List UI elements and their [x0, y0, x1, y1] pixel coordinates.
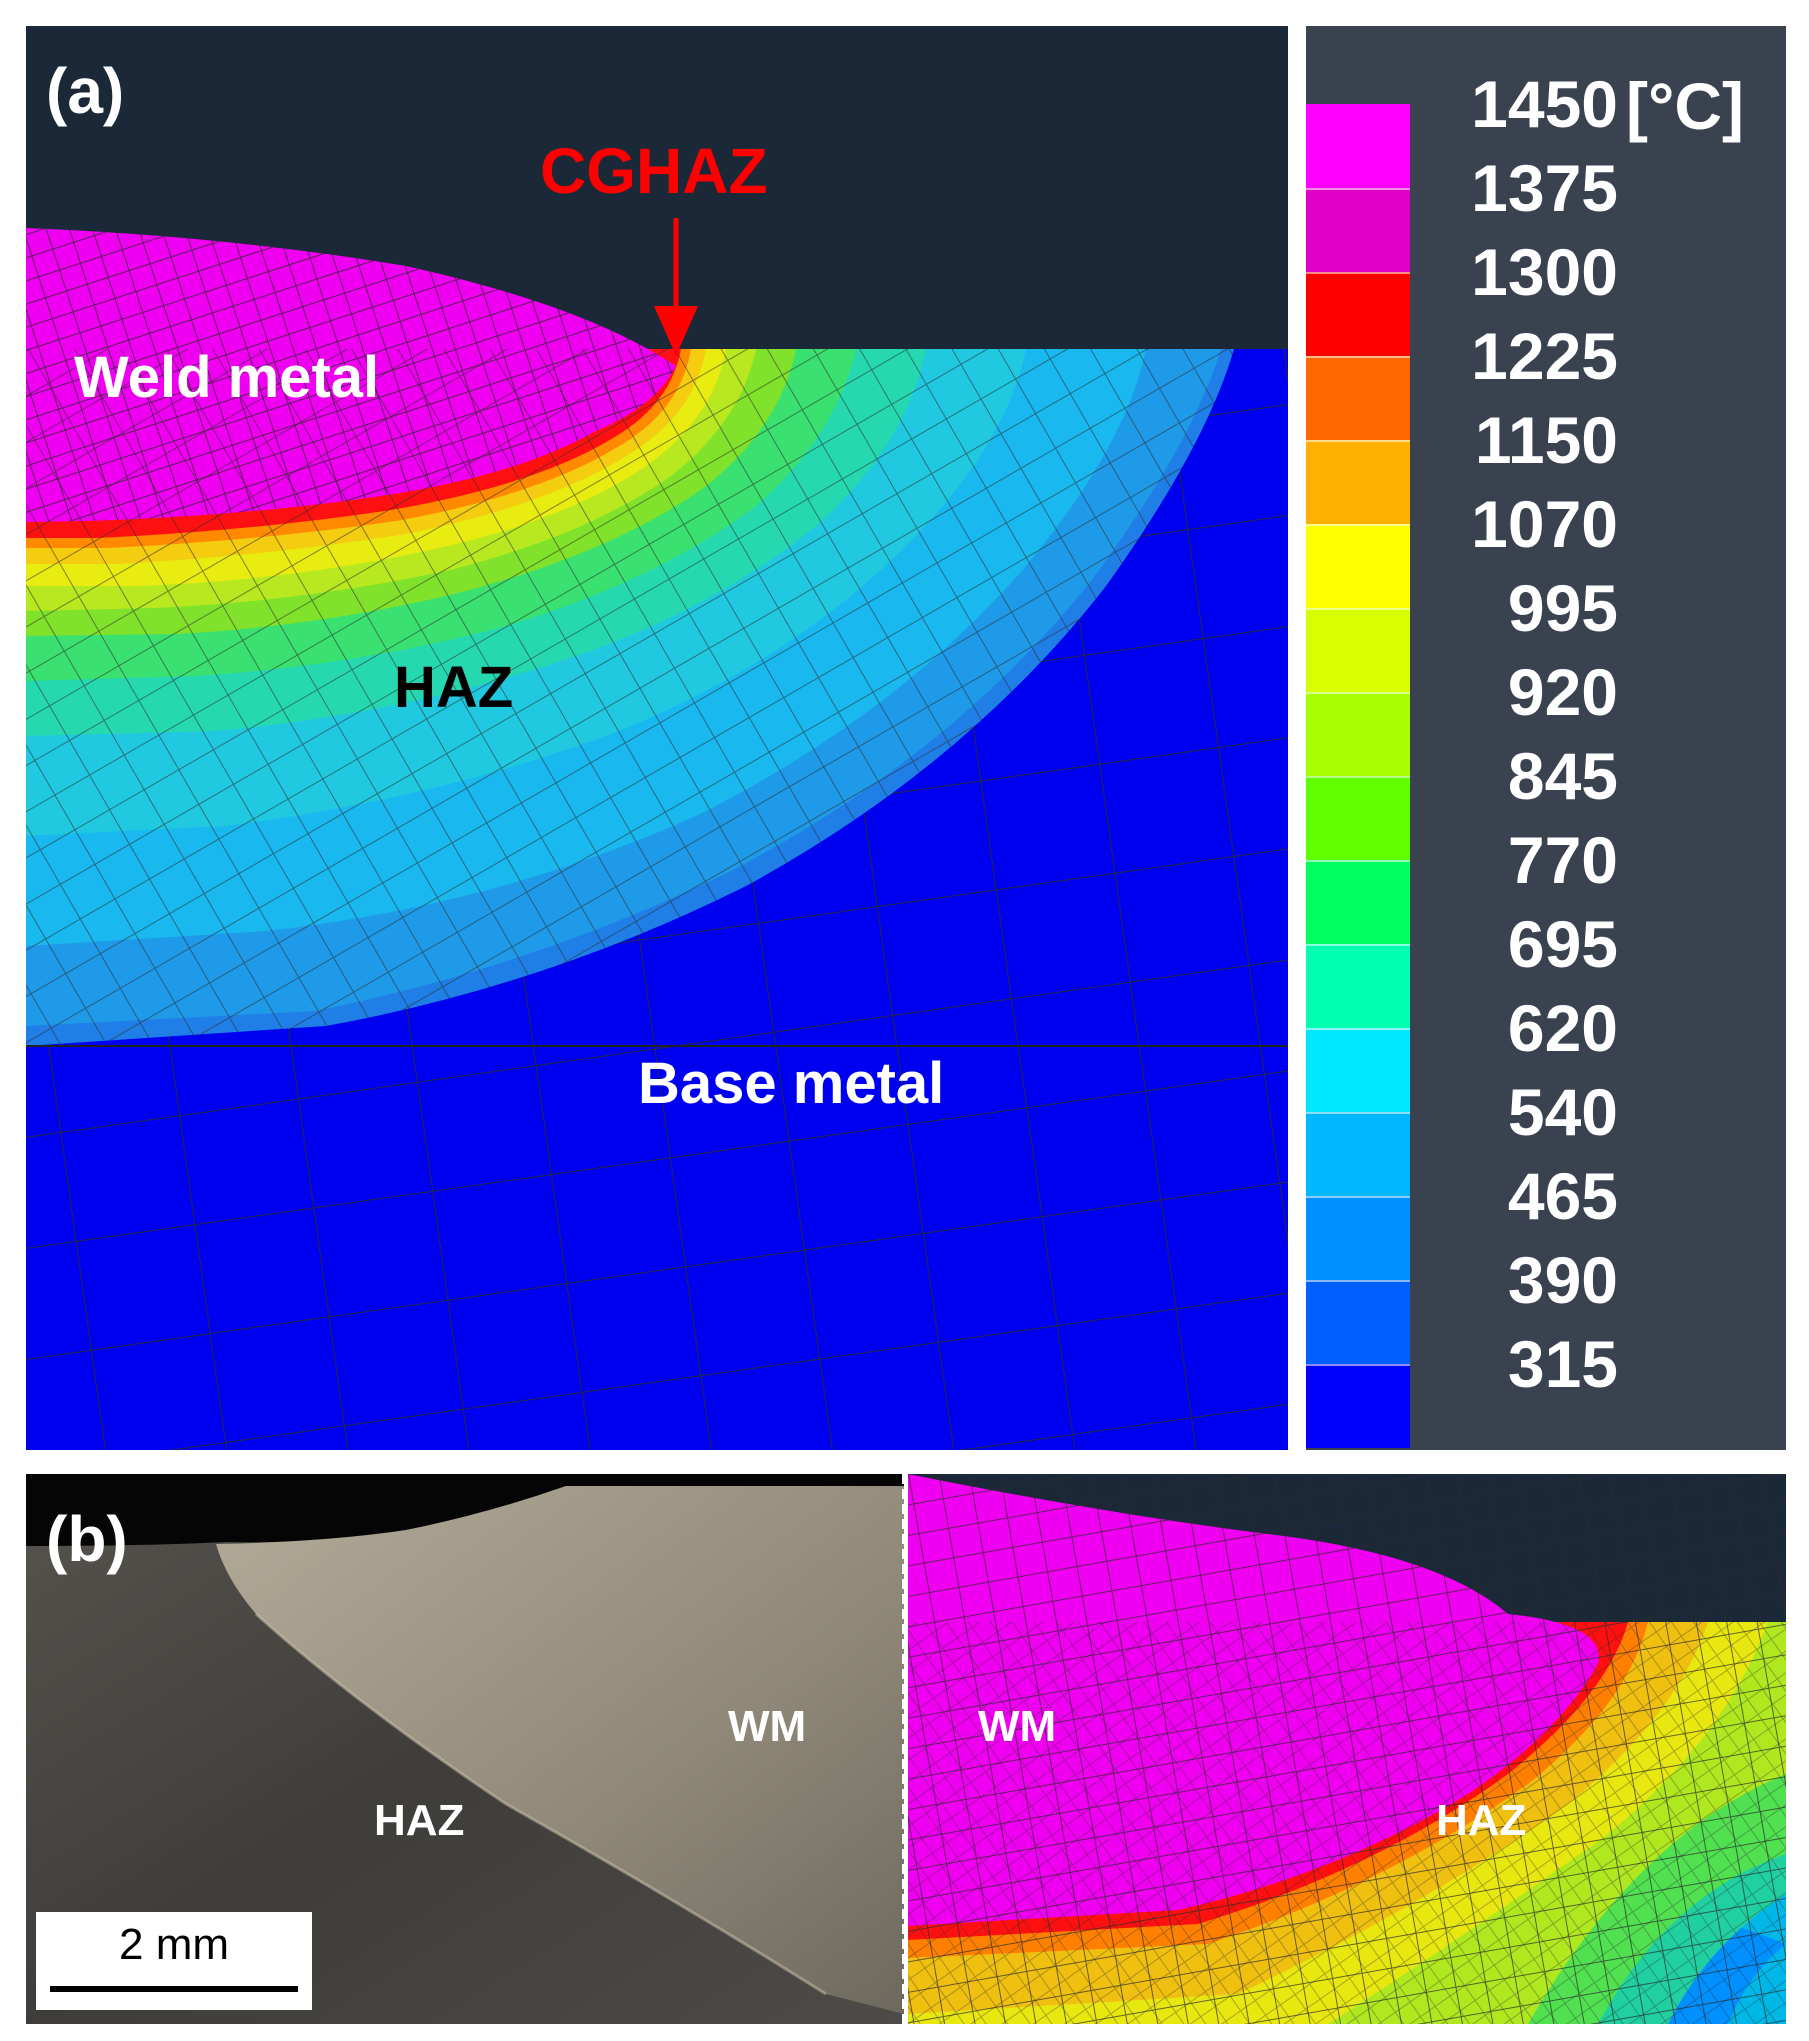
panel-b-micrograph: (b) WM HAZ 2 mm — [26, 1474, 904, 2024]
legend-tick-label: 390 — [1507, 1243, 1618, 1317]
legend-tick-label: 540 — [1507, 1075, 1618, 1149]
legend-tick-label: 1150 — [1474, 403, 1618, 477]
legend-tick-label: 1375 — [1471, 151, 1618, 225]
legend-color-segment — [1306, 608, 1410, 692]
legend-color-segment — [1306, 104, 1410, 188]
legend-color-segment — [1306, 1112, 1410, 1196]
legend-color-bar — [1306, 104, 1410, 1448]
base-metal-label: Base metal — [638, 1051, 945, 1116]
legend-color-segment — [1306, 356, 1410, 440]
panel-a-label: (a) — [46, 55, 125, 127]
sim-wm-label: WM — [978, 1702, 1057, 1751]
cghaz-arrow-head — [654, 306, 698, 356]
legend-tick-label: 1070 — [1471, 487, 1618, 561]
legend-tick-label: 1450 — [1471, 67, 1618, 141]
micrograph-top-surface — [26, 1474, 904, 1546]
panel-b-label: (b) — [46, 1503, 128, 1575]
legend-tick-label: 620 — [1507, 991, 1618, 1065]
legend-color-segment — [1306, 1028, 1410, 1112]
legend-tick-label: 995 — [1507, 571, 1618, 645]
panel-a-simulation: (a) CGHAZ Weld metal HAZ Base metal — [26, 26, 1288, 1450]
scale-bar-line — [50, 1986, 298, 1992]
legend-tick-label: 695 — [1507, 907, 1618, 981]
legend-tick-label: 1225 — [1471, 319, 1618, 393]
legend-color-segment — [1306, 1280, 1410, 1364]
weld-metal-label: Weld metal — [74, 345, 380, 410]
legend-color-segment — [1306, 272, 1410, 356]
scale-bar-box: 2 mm — [36, 1912, 312, 2010]
scale-bar-text: 2 mm — [119, 1920, 229, 1969]
legend-tick-label: 920 — [1507, 655, 1618, 729]
legend-tick-label: 315 — [1507, 1327, 1618, 1401]
sim-haz-label: HAZ — [1436, 1796, 1527, 1845]
cghaz-label: CGHAZ — [540, 135, 768, 207]
micrograph-wm-label: WM — [728, 1702, 807, 1751]
legend-tick-label: 770 — [1507, 823, 1618, 897]
panel-b-divider — [902, 1474, 907, 2024]
legend-unit: [°C] — [1626, 69, 1745, 143]
legend-color-segment — [1306, 188, 1410, 272]
legend-tick-label: 845 — [1507, 739, 1618, 813]
legend-color-segment — [1306, 692, 1410, 776]
legend-tick-label: 1300 — [1471, 235, 1618, 309]
legend-color-segment — [1306, 776, 1410, 860]
legend-color-segment — [1306, 860, 1410, 944]
temperature-legend: 1450 1375 1300 1225 1150 1070 995 920 845 770 695 6… — [1306, 26, 1786, 1450]
micrograph-haz-label: HAZ — [374, 1796, 465, 1845]
haz-label: HAZ — [394, 655, 514, 720]
legend-color-segment — [1306, 440, 1410, 524]
panel-b-simulation: WM HAZ — [908, 1474, 1786, 2024]
legend-tick-label: 465 — [1507, 1159, 1618, 1233]
micrograph-weld-metal — [216, 1486, 904, 2014]
legend-color-segment — [1306, 524, 1410, 608]
legend-color-segment — [1306, 1364, 1410, 1448]
legend-color-segment — [1306, 1196, 1410, 1280]
legend-color-segment — [1306, 944, 1410, 1028]
